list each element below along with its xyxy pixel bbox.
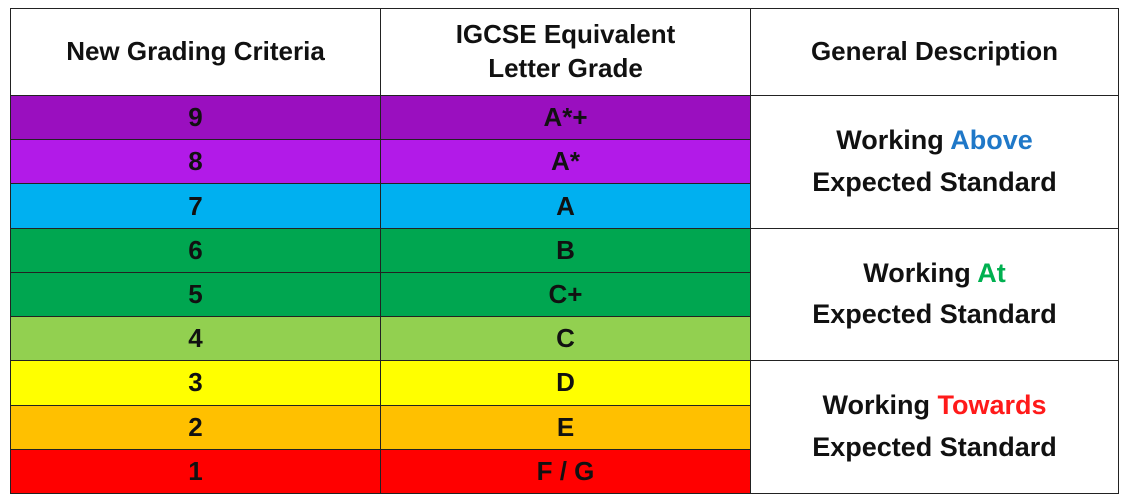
grade-number: 1 <box>10 448 381 495</box>
grading-table: New Grading Criteria IGCSE Equivalent Le… <box>10 8 1119 495</box>
grade-number: 5 <box>10 271 381 318</box>
grade-row-9: 9 A*+ Working Above Expected Standard <box>10 94 1119 229</box>
header-igcse-equivalent: IGCSE Equivalent Letter Grade <box>380 8 751 96</box>
grade-row-6: 6 B Working At Expected Standard <box>10 227 1119 362</box>
letter-grade: E <box>380 404 751 450</box>
description-line-2: Expected Standard <box>812 166 1057 197</box>
description-prefix: Working <box>822 390 938 421</box>
description-prefix: Working <box>836 124 951 155</box>
description-highlight: Above <box>950 124 1033 155</box>
header-row: New Grading Criteria IGCSE Equivalent Le… <box>10 8 1119 96</box>
header-general-description: General Description <box>750 8 1119 96</box>
grade-row-5: 5 C+ <box>10 271 1119 318</box>
description-line-2: Expected Standard <box>812 299 1057 330</box>
grade-number: 2 <box>10 404 381 450</box>
description-towards: Working Towards Expected Standard <box>750 360 1119 494</box>
letter-grade: C+ <box>380 271 751 318</box>
letter-grade: A <box>380 183 751 229</box>
grade-number: 7 <box>10 183 381 229</box>
grade-number: 3 <box>10 360 381 406</box>
description-line-1: Working At <box>751 253 1118 295</box>
letter-grade: A*+ <box>380 94 751 141</box>
letter-grade: F / G <box>380 448 751 495</box>
description-above: Working Above Expected Standard <box>750 95 1119 229</box>
letter-grade: A* <box>380 139 751 185</box>
header-new-grading-criteria: New Grading Criteria <box>10 8 381 96</box>
description-line-1: Working Towards <box>751 385 1118 427</box>
grade-number: 4 <box>10 316 381 362</box>
grade-number: 8 <box>10 139 381 185</box>
description-highlight: At <box>977 257 1006 288</box>
letter-grade: D <box>380 360 751 406</box>
letter-grade: C <box>380 316 751 362</box>
description-line-1: Working Above <box>751 120 1118 162</box>
description-highlight: Towards <box>937 390 1047 421</box>
description-prefix: Working <box>863 257 978 288</box>
description-line-2: Expected Standard <box>812 432 1057 463</box>
grade-row-3: 3 D Working Towards Expected Standard <box>10 360 1119 494</box>
grade-number: 9 <box>10 94 381 141</box>
description-at: Working At Expected Standard <box>750 227 1119 362</box>
grade-number: 6 <box>10 227 381 273</box>
letter-grade: B <box>380 227 751 273</box>
grade-row-8: 8 A* <box>10 139 1119 185</box>
